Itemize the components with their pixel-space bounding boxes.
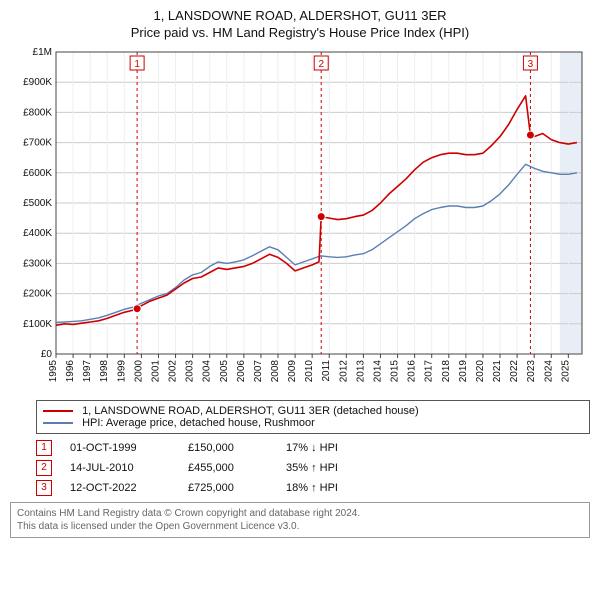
- svg-text:£500K: £500K: [23, 198, 52, 209]
- svg-text:2021: 2021: [492, 360, 503, 383]
- chart-svg: 1 2 3 £0 £100K £200K £300K £400K £500K £600K £700K…: [10, 46, 590, 396]
- footer-line-1: Contains HM Land Registry data © Crown c…: [17, 507, 583, 520]
- svg-text:2014: 2014: [372, 360, 383, 383]
- title-block: 1, LANSDOWNE ROAD, ALDERSHOT, GU11 3ER P…: [0, 0, 600, 40]
- sale-row-1: 1 01-OCT-1999 £150,000 17% ↓ HPI: [36, 440, 590, 456]
- svg-text:2023: 2023: [526, 360, 537, 383]
- svg-text:2001: 2001: [150, 360, 161, 383]
- svg-text:2022: 2022: [509, 360, 520, 383]
- svg-text:2020: 2020: [475, 360, 486, 383]
- svg-text:2024: 2024: [543, 360, 554, 383]
- svg-text:2003: 2003: [185, 360, 196, 383]
- svg-text:2013: 2013: [355, 360, 366, 383]
- legend-swatch-hpi: [43, 422, 73, 424]
- svg-text:2009: 2009: [287, 360, 298, 383]
- svg-text:£100K: £100K: [23, 319, 52, 330]
- sales-table: 1 01-OCT-1999 £150,000 17% ↓ HPI 2 14-JU…: [36, 440, 590, 496]
- legend-label-property: 1, LANSDOWNE ROAD, ALDERSHOT, GU11 3ER (…: [82, 405, 419, 417]
- sale-delta-2: 35% ↑ HPI: [286, 462, 376, 474]
- sale-price-3: £725,000: [188, 482, 268, 494]
- chart-container: 1 2 3 £0 £100K £200K £300K £400K £500K £600K £700K…: [10, 46, 590, 396]
- sale-delta-1: 17% ↓ HPI: [286, 442, 376, 454]
- svg-text:£300K: £300K: [23, 258, 52, 269]
- legend-swatch-property: [43, 410, 73, 412]
- svg-text:2019: 2019: [458, 360, 469, 383]
- svg-text:2006: 2006: [236, 360, 247, 383]
- title-main: 1, LANSDOWNE ROAD, ALDERSHOT, GU11 3ER: [0, 8, 600, 23]
- svg-text:2000: 2000: [133, 360, 144, 383]
- svg-text:2017: 2017: [424, 360, 435, 383]
- sale-row-3: 3 12-OCT-2022 £725,000 18% ↑ HPI: [36, 480, 590, 496]
- sale-date-3: 12-OCT-2022: [70, 482, 170, 494]
- sale-row-2: 2 14-JUL-2010 £455,000 35% ↑ HPI: [36, 460, 590, 476]
- sale-marker-2: 2: [36, 460, 52, 476]
- sale-date-1: 01-OCT-1999: [70, 442, 170, 454]
- attribution-footer: Contains HM Land Registry data © Crown c…: [10, 502, 590, 538]
- svg-text:1997: 1997: [82, 360, 93, 383]
- sale-marker-1: 1: [36, 440, 52, 456]
- svg-text:1999: 1999: [116, 360, 127, 383]
- sale-price-2: £455,000: [188, 462, 268, 474]
- svg-text:2008: 2008: [270, 360, 281, 383]
- sale-marker-3: 3: [36, 480, 52, 496]
- legend-item-hpi: HPI: Average price, detached house, Rush…: [43, 417, 583, 429]
- svg-text:1998: 1998: [99, 360, 110, 383]
- svg-text:£700K: £700K: [23, 138, 52, 149]
- svg-text:2015: 2015: [390, 360, 401, 383]
- svg-text:£200K: £200K: [23, 289, 52, 300]
- footer-line-2: This data is licensed under the Open Gov…: [17, 520, 583, 533]
- svg-text:2018: 2018: [441, 360, 452, 383]
- svg-text:2007: 2007: [253, 360, 264, 383]
- legend-label-hpi: HPI: Average price, detached house, Rush…: [82, 417, 315, 429]
- svg-text:1996: 1996: [65, 360, 76, 383]
- svg-text:1: 1: [134, 59, 140, 70]
- legend: 1, LANSDOWNE ROAD, ALDERSHOT, GU11 3ER (…: [36, 400, 590, 434]
- svg-text:2002: 2002: [168, 360, 179, 383]
- svg-text:2010: 2010: [304, 360, 315, 383]
- svg-text:2012: 2012: [338, 360, 349, 383]
- title-sub: Price paid vs. HM Land Registry's House …: [0, 25, 600, 40]
- sale-delta-3: 18% ↑ HPI: [286, 482, 376, 494]
- svg-text:2004: 2004: [202, 360, 213, 383]
- sale-date-2: 14-JUL-2010: [70, 462, 170, 474]
- svg-text:£800K: £800K: [23, 107, 52, 118]
- svg-text:£600K: £600K: [23, 168, 52, 179]
- sale-price-1: £150,000: [188, 442, 268, 454]
- svg-text:2: 2: [318, 59, 324, 70]
- svg-text:3: 3: [528, 59, 534, 70]
- svg-text:1995: 1995: [48, 360, 59, 383]
- svg-text:£1M: £1M: [33, 47, 52, 58]
- svg-text:2025: 2025: [560, 360, 571, 383]
- svg-text:2011: 2011: [321, 360, 332, 382]
- svg-text:2005: 2005: [219, 360, 230, 383]
- legend-item-property: 1, LANSDOWNE ROAD, ALDERSHOT, GU11 3ER (…: [43, 405, 583, 417]
- svg-text:£0: £0: [41, 349, 53, 360]
- svg-text:£400K: £400K: [23, 228, 52, 239]
- svg-text:2016: 2016: [407, 360, 418, 383]
- svg-text:£900K: £900K: [23, 77, 52, 88]
